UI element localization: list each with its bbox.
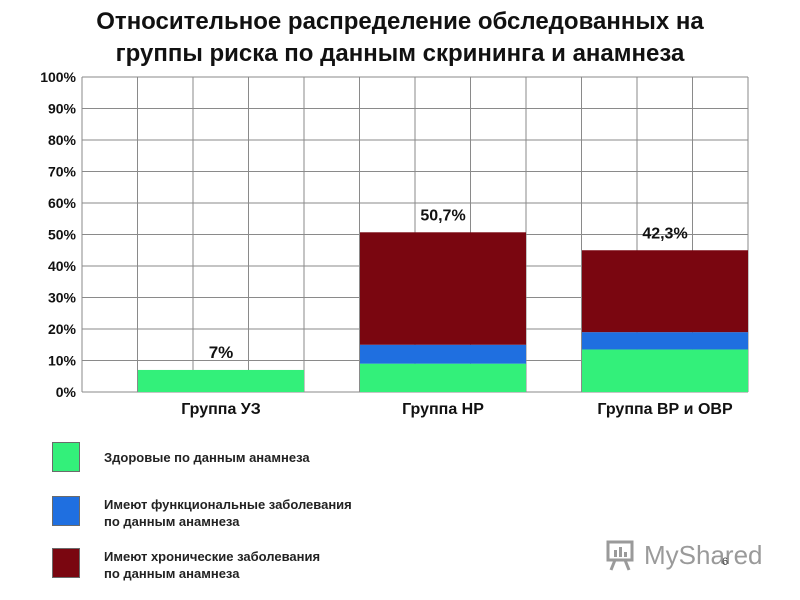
y-tick-label: 90% bbox=[48, 101, 77, 117]
presentation-board-icon bbox=[606, 540, 634, 571]
y-tick-label: 40% bbox=[48, 258, 77, 274]
chart-title-line-1: Относительное распределение обследованны… bbox=[96, 8, 704, 35]
legend-label-chronic: Имеют хронические заболевания по данным … bbox=[104, 548, 464, 582]
myshared-watermark: MyShared bbox=[606, 536, 776, 576]
y-tick-label: 10% bbox=[48, 353, 77, 369]
bar-segment-healthy bbox=[360, 363, 526, 392]
slide-number: 6 bbox=[722, 556, 729, 568]
legend-label-chronic-line-1: Имеют хронические заболевания bbox=[104, 549, 321, 564]
watermark-brand: MyShared bbox=[644, 540, 763, 570]
legend-label-healthy-line-1: Здоровые по данным анамнеза bbox=[104, 450, 310, 465]
y-tick-label: 0% bbox=[56, 384, 77, 400]
bar-data-label: 50,7% bbox=[420, 207, 465, 224]
legend-swatch-functional bbox=[52, 496, 80, 526]
y-tick-label: 100% bbox=[40, 69, 76, 85]
y-tick-label: 70% bbox=[48, 164, 77, 180]
legend-swatch-healthy bbox=[52, 442, 80, 472]
y-tick-label: 20% bbox=[48, 321, 77, 337]
bar-segment-healthy bbox=[138, 369, 304, 392]
legend-label-functional: Имеют функциональные заболевания по данн… bbox=[104, 496, 464, 530]
y-tick-label: 80% bbox=[48, 132, 77, 148]
bar-segment-chronic bbox=[360, 232, 526, 345]
x-category-label: Группа УЗ bbox=[181, 401, 261, 418]
legend-label-healthy: Здоровые по данным анамнеза bbox=[104, 449, 464, 466]
bar-segment-functional bbox=[360, 344, 526, 364]
y-tick-label: 30% bbox=[48, 290, 77, 306]
chart-title: Относительное распределение обследованны… bbox=[0, 6, 800, 70]
legend-label-functional-line-2: по данным анамнеза bbox=[104, 514, 240, 529]
x-category-label: Группа НР bbox=[402, 401, 484, 418]
legend-label-chronic-line-2: по данным анамнеза bbox=[104, 566, 240, 581]
bar-data-label: 7% bbox=[209, 343, 234, 362]
bar-segment-chronic bbox=[582, 250, 748, 333]
legend-swatch-chronic bbox=[52, 548, 80, 578]
bar-segment-functional bbox=[582, 332, 748, 350]
x-category-label: Группа ВР и ОВР bbox=[597, 401, 733, 418]
y-tick-label: 60% bbox=[48, 195, 77, 211]
bar-segment-healthy bbox=[582, 349, 748, 392]
y-tick-label: 50% bbox=[48, 227, 77, 243]
chart-title-line-2: группы риска по данным скрининга и анамн… bbox=[115, 40, 685, 67]
legend-label-functional-line-1: Имеют функциональные заболевания bbox=[104, 497, 352, 512]
bar-data-label: 42,3% bbox=[642, 225, 687, 242]
